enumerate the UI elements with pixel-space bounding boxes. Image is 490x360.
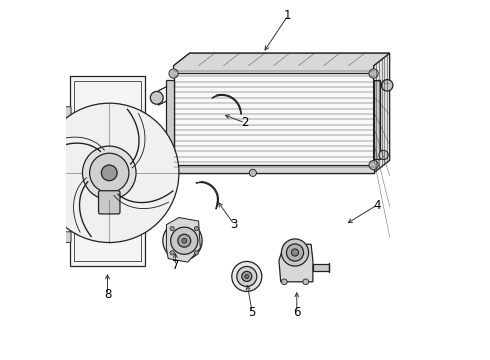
Circle shape — [169, 69, 178, 78]
Polygon shape — [373, 80, 380, 158]
Circle shape — [150, 91, 163, 104]
Text: 1: 1 — [284, 9, 292, 22]
Circle shape — [182, 238, 187, 243]
Circle shape — [101, 165, 117, 181]
Circle shape — [369, 160, 378, 170]
Circle shape — [171, 227, 198, 254]
Polygon shape — [166, 80, 173, 158]
Circle shape — [170, 226, 174, 231]
Circle shape — [249, 169, 256, 176]
Circle shape — [90, 153, 129, 193]
Circle shape — [292, 249, 298, 256]
Circle shape — [281, 279, 287, 285]
Text: 4: 4 — [373, 198, 381, 212]
Polygon shape — [173, 165, 373, 173]
FancyBboxPatch shape — [98, 191, 120, 214]
Polygon shape — [173, 53, 390, 73]
Circle shape — [82, 146, 136, 200]
Circle shape — [232, 261, 262, 292]
Circle shape — [303, 279, 309, 285]
Text: 7: 7 — [172, 259, 179, 272]
Circle shape — [287, 244, 304, 261]
Text: 3: 3 — [231, 218, 238, 231]
Polygon shape — [373, 53, 390, 173]
Circle shape — [194, 226, 198, 231]
Text: 2: 2 — [241, 116, 249, 129]
FancyBboxPatch shape — [62, 171, 71, 182]
Polygon shape — [279, 244, 313, 282]
Polygon shape — [173, 66, 373, 173]
Circle shape — [178, 234, 191, 247]
Text: 8: 8 — [104, 288, 111, 301]
Circle shape — [369, 69, 378, 78]
Text: 6: 6 — [293, 306, 300, 319]
Circle shape — [237, 266, 257, 287]
Polygon shape — [70, 76, 145, 266]
Circle shape — [163, 221, 202, 260]
Circle shape — [40, 103, 179, 243]
FancyBboxPatch shape — [62, 232, 71, 243]
FancyBboxPatch shape — [62, 107, 71, 117]
Circle shape — [245, 274, 249, 279]
Circle shape — [194, 251, 198, 255]
Circle shape — [242, 271, 252, 282]
Polygon shape — [173, 53, 390, 66]
Polygon shape — [167, 217, 200, 262]
Polygon shape — [313, 264, 329, 271]
Circle shape — [281, 239, 309, 266]
Circle shape — [381, 80, 393, 91]
Circle shape — [170, 251, 174, 255]
Circle shape — [379, 150, 388, 159]
Text: 5: 5 — [248, 306, 256, 319]
Circle shape — [169, 160, 178, 170]
